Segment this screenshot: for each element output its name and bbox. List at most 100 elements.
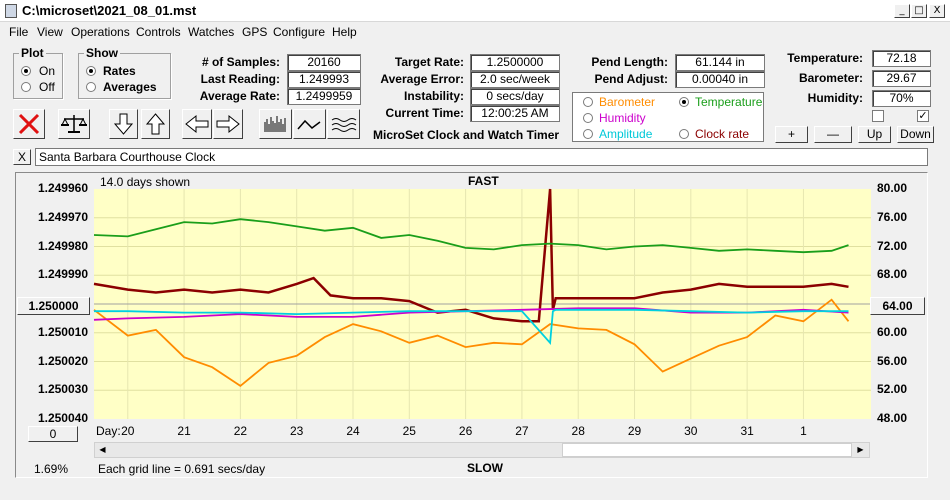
center-rate-button[interactable]: 1.250000 <box>17 297 90 315</box>
grid-note: Each grid line = 0.691 secs/day <box>98 462 266 476</box>
arrow-up-icon <box>145 113 166 135</box>
series-line-humidity <box>93 307 849 321</box>
move-left-button[interactable] <box>182 109 212 139</box>
scale-balance-icon <box>61 115 87 133</box>
series-line-barometer <box>93 298 850 388</box>
app-caption: MicroSet Clock and Watch Timer <box>373 128 560 142</box>
scale-plus-button[interactable]: + <box>775 126 808 143</box>
line-view-button[interactable] <box>293 109 326 139</box>
pend-length-label: Pend Length: <box>591 55 668 69</box>
overlay-barometer-radio[interactable] <box>583 97 593 107</box>
pend-adjust-value: 0.00040 in <box>675 71 765 88</box>
pend-adjust-label: Pend Adjust: <box>594 72 668 86</box>
y-left-tick-label: 1.249960 <box>37 181 88 195</box>
close-button[interactable]: X <box>929 4 945 18</box>
checkbox-left[interactable] <box>872 110 884 122</box>
humidity-value: 70% <box>872 90 931 107</box>
scroll-right-icon[interactable]: ▶ <box>857 445 864 454</box>
menu-bar: File View Operations Controls Watches GP… <box>0 23 950 42</box>
overlay-temperature-radio[interactable] <box>679 97 689 107</box>
day-axis-label: Day: <box>96 424 121 438</box>
menu-help[interactable]: Help <box>332 25 357 39</box>
menu-configure[interactable]: Configure <box>273 25 326 39</box>
series-line-clock-rate <box>93 188 849 323</box>
samples-value: 20160 <box>287 54 361 71</box>
menu-controls[interactable]: Controls <box>136 25 181 39</box>
temperature-label: Temperature: <box>787 51 863 65</box>
y-left-tick-label: 1.250010 <box>37 324 88 339</box>
scale-up-button[interactable]: Up <box>858 126 891 143</box>
y-left-tick-label: 1.249970 <box>37 209 88 224</box>
x-tick-label: 30 <box>684 424 698 438</box>
scroll-thumb[interactable] <box>562 443 852 457</box>
plot-off-radio[interactable] <box>21 82 31 92</box>
samples-label: # of Samples: <box>201 55 280 69</box>
clock-name-field[interactable]: Santa Barbara Courthouse Clock <box>35 148 928 166</box>
show-averages-label: Averages <box>103 80 157 94</box>
overlay-amplitude-radio[interactable] <box>583 129 593 139</box>
menu-file[interactable]: File <box>9 25 29 39</box>
arrow-left-icon <box>185 114 209 134</box>
menu-operations[interactable]: Operations <box>71 25 130 39</box>
show-rates-label: Rates <box>103 64 136 78</box>
line-graph-icon <box>297 119 321 130</box>
clock-name-close-button[interactable]: X <box>13 149 31 165</box>
maximize-button[interactable]: □ <box>911 4 927 18</box>
y-left-tick-label: 1.250020 <box>37 353 88 368</box>
offset-button[interactable]: 0 <box>28 426 78 442</box>
humidity-label: Humidity: <box>807 91 863 105</box>
x-tick-label: 21 <box>177 424 191 438</box>
scale-down-button[interactable]: Down <box>897 126 934 143</box>
y-right-tick-label: 56.00 <box>877 353 908 368</box>
wave-view-button[interactable] <box>327 109 360 139</box>
days-shown-label: 14.0 days shown <box>100 175 191 189</box>
minimize-button[interactable]: _ <box>894 4 910 18</box>
balance-button[interactable] <box>58 109 90 139</box>
overlay-clock-rate-radio[interactable] <box>679 129 689 139</box>
move-right-button[interactable] <box>213 109 243 139</box>
chart-scrollbar[interactable]: ◀ ▶ <box>94 442 870 458</box>
barometer-label: Barometer: <box>798 71 863 85</box>
move-up-button[interactable] <box>141 109 170 139</box>
percent-label: 1.69% <box>34 462 69 476</box>
barometer-value: 29.67 <box>872 70 931 87</box>
x-tick-label: 25 <box>402 424 416 438</box>
plot-on-radio[interactable] <box>21 66 31 76</box>
current-time-label: Current Time: <box>385 106 464 120</box>
window-title: C:\microset\2021_08_01.mst <box>22 3 197 18</box>
title-bar: C:\microset\2021_08_01.mst _ □ X <box>0 0 950 22</box>
stop-button[interactable] <box>13 109 45 139</box>
plot-off-label: Off <box>39 80 55 94</box>
y-right-tick-label: 80.00 <box>877 181 908 195</box>
menu-watches[interactable]: Watches <box>188 25 235 39</box>
last-reading-label: Last Reading: <box>200 72 280 86</box>
overlay-humidity-radio[interactable] <box>583 113 593 123</box>
y-right-tick-label: 52.00 <box>877 382 908 397</box>
x-tick-label: 1 <box>800 424 807 438</box>
menu-view[interactable]: View <box>37 25 63 39</box>
overlay-selector <box>572 92 764 142</box>
y-right-tick-label: 72.00 <box>877 238 908 253</box>
scroll-left-icon[interactable]: ◀ <box>99 445 106 454</box>
histogram-icon <box>264 116 286 132</box>
center-temperature-button[interactable]: 64.00 <box>870 297 925 315</box>
show-rates-radio[interactable] <box>86 66 96 76</box>
show-averages-radio[interactable] <box>86 82 96 92</box>
average-rate-value: 1.2499959 <box>287 88 361 105</box>
y-left-tick-label: 1.249990 <box>37 267 88 282</box>
x-tick-label: 28 <box>571 424 585 438</box>
slow-label: SLOW <box>467 461 503 475</box>
target-rate-label: Target Rate: <box>394 55 464 69</box>
bars-view-button[interactable] <box>259 109 292 139</box>
plot-on-label: On <box>39 64 56 78</box>
series-line-temperature <box>93 218 849 254</box>
overlay-temperature-label: Temperature <box>695 95 763 109</box>
move-down-button[interactable] <box>109 109 138 139</box>
checkbox-right[interactable]: ✓ <box>917 110 929 122</box>
menu-gps[interactable]: GPS <box>242 25 268 39</box>
x-tick-label: 31 <box>740 424 754 438</box>
scale-minus-button[interactable]: — <box>814 126 852 143</box>
y-right-tick-label: 68.00 <box>877 267 908 282</box>
y-left-tick-label: 1.249980 <box>37 238 88 253</box>
overlay-humidity-label: Humidity <box>599 111 646 125</box>
